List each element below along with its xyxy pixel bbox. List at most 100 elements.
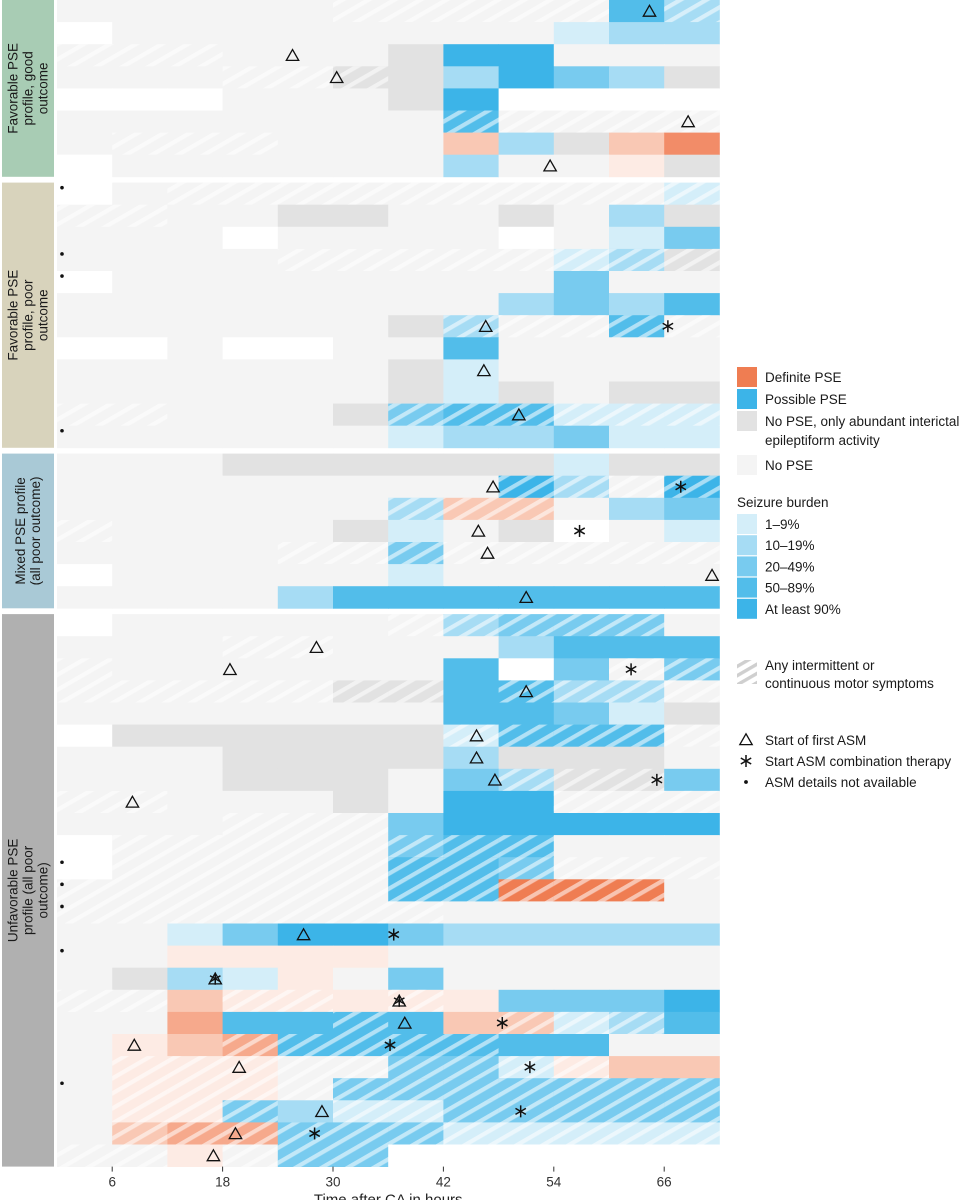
x-axis-label: Time after CA in hours (314, 1192, 463, 1200)
motor-hatch-r24-c10 (609, 542, 665, 565)
cell-r19-c4 (277, 425, 334, 449)
cell-r29-c6 (388, 658, 444, 681)
cell-r14-c3 (222, 315, 279, 338)
motor-hatch-r5-c9 (553, 110, 610, 133)
cell-r38-c0 (57, 857, 113, 880)
cell-r13-c8 (498, 293, 555, 316)
cell-r35-c2 (167, 790, 223, 814)
cell-r34-c3 (222, 768, 279, 792)
cell-r46-c1 (112, 1034, 168, 1057)
cell-r28-c11 (664, 636, 720, 659)
motor-hatch-r21-c10 (609, 475, 665, 499)
cell-r13-c9 (553, 293, 610, 316)
cell-r3-c10 (609, 66, 665, 89)
cell-r46-c0 (57, 1034, 113, 1057)
cell-r12-c1 (112, 271, 168, 294)
cell-r20-c3 (222, 453, 279, 477)
cell-r42-c0 (57, 945, 113, 969)
cell-r4-c9 (553, 88, 610, 111)
cell-r35-c4 (277, 790, 334, 814)
cell-r15-c0 (57, 337, 113, 360)
motor-hatch-r8-c3 (222, 182, 279, 206)
motor-hatch-r36-c4 (277, 813, 334, 836)
motor-hatch-r48-c2 (167, 1078, 223, 1101)
motor-hatch-r50-c2 (167, 1122, 223, 1145)
cell-r43-c10 (609, 967, 665, 991)
legend-state-label-3: No PSE (765, 458, 813, 473)
cell-r41-c9 (553, 923, 610, 946)
cell-r42-c9 (553, 945, 610, 969)
cell-r7-c9 (553, 154, 610, 178)
first-asm-marker-35 (231, 1060, 247, 1073)
cell-r34-c11 (664, 768, 720, 792)
cell-r49-c0 (57, 1100, 113, 1123)
cell-r42-c10 (609, 945, 665, 969)
cell-r46-c9 (553, 1034, 610, 1057)
cell-r18-c2 (167, 403, 223, 427)
motor-hatch-r29-c0 (57, 658, 113, 681)
cell-r6-c5 (333, 132, 389, 156)
group-label-line: outcome) (36, 862, 51, 918)
cell-r43-c2 (167, 967, 223, 991)
cell-r21-c2 (167, 475, 223, 499)
motor-hatch-r39-c7 (443, 879, 499, 902)
motor-hatch-r51-c5 (333, 1144, 389, 1167)
cell-r25-c5 (333, 564, 389, 587)
group-panel-2 (2, 182, 54, 448)
cell-r1-c4 (277, 22, 334, 45)
motor-hatch-r30-c6 (388, 680, 444, 703)
cell-r7-c8 (498, 154, 555, 178)
motor-hatch-r38-c11 (664, 857, 720, 880)
cell-r33-c2 (167, 746, 223, 770)
cell-r2-c6 (388, 44, 444, 67)
motor-hatch-r40-c5 (333, 901, 389, 924)
cell-r0-c3 (222, 0, 279, 23)
cell-r26-c8 (498, 586, 555, 609)
motor-hatch-r44-c0 (57, 989, 113, 1013)
cell-r5-c4 (277, 110, 334, 133)
motor-hatch-r35-c0 (57, 790, 113, 814)
cell-r14-c6 (388, 315, 444, 338)
asm-markers (60, 4, 720, 1162)
cell-r15-c1 (112, 337, 168, 360)
legend-asterisk-icon (740, 755, 752, 767)
cell-r1-c8 (498, 22, 555, 45)
cell-r46-c2 (167, 1034, 223, 1057)
cell-r24-c0 (57, 542, 113, 565)
motor-hatch-r21-c8 (498, 475, 555, 499)
cell-r51-c7 (443, 1144, 499, 1167)
combination-asm-marker-26 (388, 928, 400, 941)
legend-motor-swatch (737, 660, 757, 684)
cell-r16-c5 (333, 359, 389, 382)
cell-r31-c5 (333, 702, 389, 725)
combination-asm-marker-18 (625, 663, 637, 676)
group-label-4: Unfavorable PSEprofile (all pooroutcome) (6, 839, 51, 943)
asm-na-dot-42 (60, 185, 64, 190)
motor-hatch-r48-c7 (443, 1078, 499, 1101)
cell-r7-c1 (112, 154, 168, 178)
motor-hatch-r34-c9 (553, 768, 610, 792)
first-asm-marker-31 (397, 1015, 413, 1029)
motor-hatch-r14-c9 (553, 315, 610, 338)
cell-r13-c10 (609, 293, 665, 316)
cell-r16-c6 (388, 359, 444, 382)
cell-r19-c3 (222, 425, 279, 449)
legend-state-label-1: Possible PSE (765, 392, 847, 407)
motor-hatch-r14-c8 (498, 315, 555, 338)
cell-r0-c1 (112, 0, 168, 23)
motor-hatch-r14-c10 (609, 315, 665, 338)
cell-r9-c10 (609, 204, 665, 228)
combination-asm-marker-23 (651, 773, 663, 786)
motor-hatch-r39-c3 (222, 879, 279, 902)
legend-triangle-icon (738, 732, 754, 746)
cell-r43-c8 (498, 967, 555, 991)
cell-r33-c9 (553, 746, 610, 770)
cell-r36-c7 (443, 813, 499, 836)
motor-hatch-r0-c7 (443, 0, 499, 23)
motor-hatch-r47-c5 (333, 1056, 389, 1079)
cell-r42-c4 (277, 945, 334, 969)
cell-r42-c8 (498, 945, 555, 969)
cell-r8-c0 (57, 182, 113, 206)
cell-r42-c3 (222, 945, 279, 969)
cell-r20-c7 (443, 453, 499, 477)
